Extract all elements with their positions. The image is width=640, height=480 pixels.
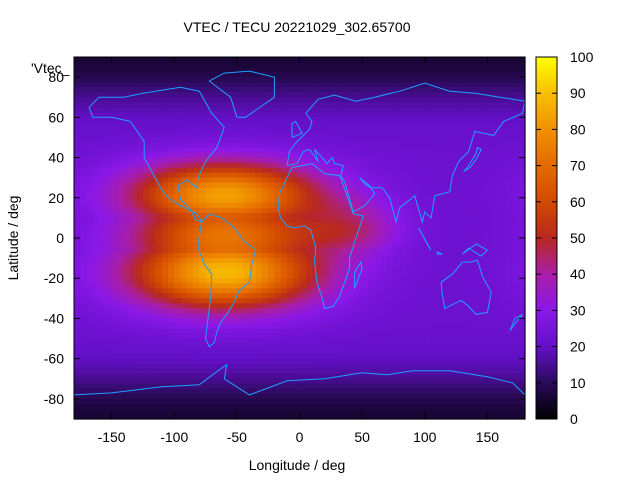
x-tick-label: 50 — [354, 429, 370, 445]
y-tick-label: 60 — [48, 109, 64, 125]
y-tick-label: -60 — [44, 351, 64, 367]
x-tick-label: 0 — [296, 429, 304, 445]
x-axis-label: Longitude / deg — [249, 457, 346, 473]
colorbar-tick-label: 90 — [570, 85, 586, 101]
x-tick-label: 150 — [476, 429, 500, 445]
coastline-segment — [277, 163, 365, 309]
colorbar-tick-label: 100 — [570, 49, 594, 65]
x-tick-label: -150 — [98, 429, 126, 445]
coastline-segment — [286, 82, 526, 224]
legend-key: 'Vtec_ — [31, 60, 70, 76]
x-tick-label: 100 — [413, 429, 437, 445]
colorbar-tick-label: 40 — [570, 266, 586, 282]
coastline-segment — [208, 70, 275, 118]
y-tick-label: 40 — [48, 150, 64, 166]
colorbar-ticks: 0 10 20 30 40 50 60 70 80 90 100 — [536, 49, 594, 427]
coastline-segment — [354, 260, 363, 289]
heatmap — [74, 57, 526, 420]
colorbar-tick-label: 20 — [570, 339, 586, 355]
colorbar-tick-label: 30 — [570, 302, 586, 318]
y-axis-ticks: -80 -60 -40 -20 0 20 40 60 80 — [44, 69, 525, 407]
colorbar-tick-label: 0 — [570, 411, 578, 427]
x-axis-ticks: -150 -100 -50 0 50 100 150 — [98, 57, 500, 445]
y-axis-label: Latitude / deg — [5, 196, 21, 281]
coastline-segment — [440, 259, 492, 315]
coastline-segment — [197, 213, 257, 348]
coastline-segment — [509, 313, 523, 331]
y-tick-label: -80 — [44, 391, 64, 407]
colorbar-tick-label: 50 — [570, 230, 586, 246]
x-tick-label: -100 — [160, 429, 188, 445]
coastline-segment — [462, 243, 489, 257]
chart-title: VTEC / TECU 20221029_302.65700 — [183, 19, 410, 35]
coastline-segment — [436, 251, 443, 255]
y-tick-label: -20 — [44, 270, 64, 286]
coastlines — [73, 70, 526, 396]
y-tick-label: -40 — [44, 310, 64, 326]
colorbar-tick-label: 70 — [570, 158, 586, 174]
y-tick-label: 20 — [48, 190, 64, 206]
colorbar-tick-label: 60 — [570, 194, 586, 210]
coastline-segment — [291, 120, 303, 138]
x-tick-label: -50 — [227, 429, 247, 445]
colorbar-tick-label: 10 — [570, 375, 586, 391]
coastline-segment — [88, 86, 225, 223]
coastline-segment — [463, 146, 482, 173]
coastline-segment — [73, 363, 526, 396]
coastline-segment — [418, 227, 432, 251]
colorbar-tick-label: 80 — [570, 121, 586, 137]
y-tick-label: 0 — [56, 230, 64, 246]
y-tick-label: 80 — [48, 69, 64, 85]
